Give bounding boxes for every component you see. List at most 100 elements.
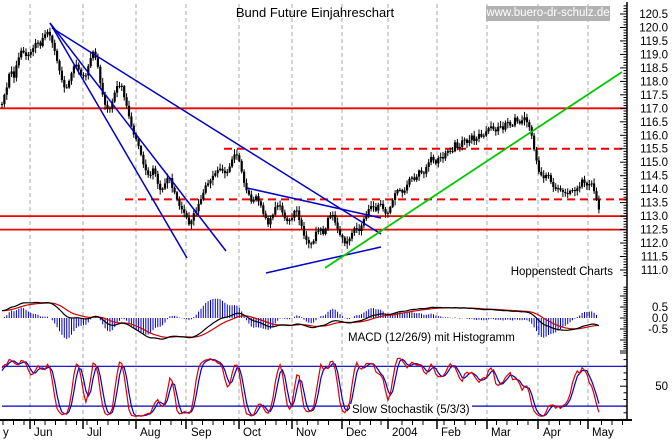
candle-body — [386, 212, 389, 214]
price-tick-label: 113.0 — [640, 211, 668, 223]
candle-body — [370, 206, 373, 210]
candle-body — [60, 70, 63, 81]
price-tick-label: 117.5 — [640, 90, 668, 102]
candle-body — [161, 188, 164, 190]
candle-body — [175, 192, 179, 200]
price-tick-label: 119.5 — [640, 36, 668, 48]
candle-body — [116, 86, 119, 93]
candle-body — [456, 142, 459, 148]
candle-body — [34, 42, 37, 49]
candle-body — [391, 200, 394, 207]
candle-body — [271, 214, 274, 219]
candle-body — [166, 178, 169, 184]
candle-body — [238, 155, 241, 162]
price-tick-label: 117.0 — [640, 103, 668, 115]
candle-body — [156, 173, 159, 184]
candle-body — [408, 178, 411, 185]
candle-body — [523, 117, 526, 121]
candle-body — [324, 228, 327, 234]
price-tick-label: 120.0 — [639, 23, 668, 35]
candle-body — [451, 151, 454, 153]
candle-body — [504, 122, 507, 130]
candle-body — [535, 149, 538, 161]
macd-lines — [1, 301, 600, 340]
candle-body — [240, 161, 243, 172]
candle-body — [120, 85, 123, 87]
candle-body — [89, 58, 92, 67]
candle-body — [221, 168, 224, 171]
candle-body — [53, 42, 56, 51]
candle-body — [250, 194, 253, 202]
candle-body — [441, 157, 445, 159]
candle-body — [437, 157, 440, 164]
candle-body — [384, 209, 387, 214]
candle-body — [365, 216, 368, 219]
candle-body — [15, 65, 18, 78]
candle-body — [123, 86, 126, 98]
candle-body — [92, 51, 95, 59]
support-resistance-levels — [0, 107, 627, 231]
candle-body — [279, 205, 282, 207]
candle-body — [255, 196, 258, 200]
stoch-fast-line — [1, 357, 600, 418]
candle-body — [307, 239, 310, 244]
price-tick-label: 115.5 — [640, 144, 668, 156]
candle-body — [305, 235, 308, 240]
candle-body — [434, 160, 437, 164]
price-tick-label: 112.5 — [640, 225, 668, 237]
candle-body — [545, 174, 548, 179]
candle-body — [379, 203, 382, 205]
candle-body — [118, 85, 121, 87]
candle-body — [425, 167, 428, 174]
macd-label: MACD (12/26/9) mit Histogramm — [346, 332, 517, 344]
candle-body — [302, 226, 306, 236]
candle-body — [286, 218, 289, 221]
price-tick-label: 119.0 — [640, 49, 668, 61]
candle-body — [190, 220, 193, 225]
gridlines — [29, 4, 589, 420]
price-tick-label: 118.5 — [640, 63, 668, 75]
candle-body — [51, 35, 54, 43]
candle-body — [300, 219, 303, 226]
candle-body — [549, 175, 552, 182]
candle-body — [209, 180, 212, 184]
candle-body — [396, 189, 399, 194]
candle-body — [192, 213, 195, 221]
candle-body — [12, 71, 16, 78]
candle-body — [317, 230, 320, 232]
month-axis: y Jun Jul Aug Sep Oct Nov Dec 2004 Feb Mar Apr May — [0, 419, 632, 439]
candle-body — [199, 199, 203, 204]
candle-body — [72, 66, 75, 74]
candle-body — [554, 187, 557, 190]
candle-body — [310, 243, 313, 245]
candle-body — [274, 207, 277, 215]
candle-body — [329, 215, 332, 218]
candle-body — [281, 205, 284, 213]
candle-body — [183, 209, 186, 213]
candle-body — [46, 31, 49, 35]
candle-body — [171, 178, 174, 188]
month-label: Dec — [346, 427, 367, 439]
candle-body — [418, 170, 421, 177]
month-label: May — [592, 427, 614, 439]
price-tick-label: 111.0 — [641, 265, 668, 277]
candle-body — [477, 133, 481, 139]
candle-body — [243, 171, 246, 183]
price-tick-label: 113.5 — [640, 198, 668, 210]
candle-body — [295, 210, 298, 212]
candle-body — [75, 64, 78, 67]
price-tick-label: 115.0 — [640, 157, 668, 169]
candle-body — [17, 57, 20, 66]
candle-body — [130, 116, 133, 126]
candle-body — [516, 117, 519, 122]
candle-body — [84, 75, 87, 77]
candle-body — [377, 205, 380, 211]
candle-body — [334, 214, 337, 223]
candle-body — [343, 237, 346, 244]
candle-body — [430, 156, 433, 163]
candle-body — [561, 190, 564, 192]
candle-body — [509, 122, 512, 126]
candle-body — [564, 191, 567, 194]
candle-body — [482, 135, 485, 137]
price-tick-label: 116.5 — [640, 117, 668, 129]
